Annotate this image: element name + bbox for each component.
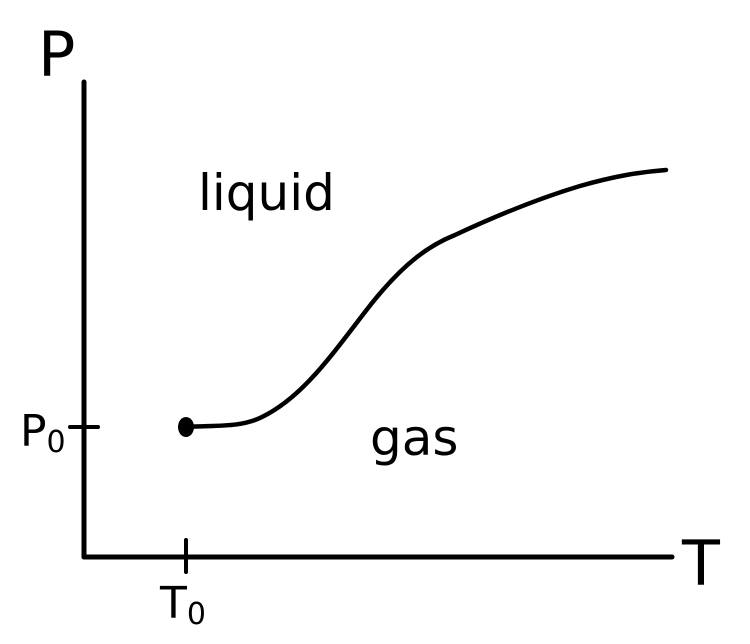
t0-tick-label: T0 xyxy=(159,578,206,632)
p0-label-letter: P xyxy=(20,406,47,457)
p0-tick-label: P0 xyxy=(20,406,66,460)
region-label-gas: gas xyxy=(370,409,458,467)
y-axis-label: P xyxy=(38,18,75,91)
critical-point-dot xyxy=(178,417,194,437)
p0-label-subscript: 0 xyxy=(47,425,66,460)
t0-label-subscript: 0 xyxy=(187,597,206,632)
t0-label-letter: T xyxy=(159,578,187,629)
region-label-liquid: liquid xyxy=(198,164,335,222)
x-axis-label: T xyxy=(681,527,721,600)
phase-boundary-curve xyxy=(183,167,669,430)
